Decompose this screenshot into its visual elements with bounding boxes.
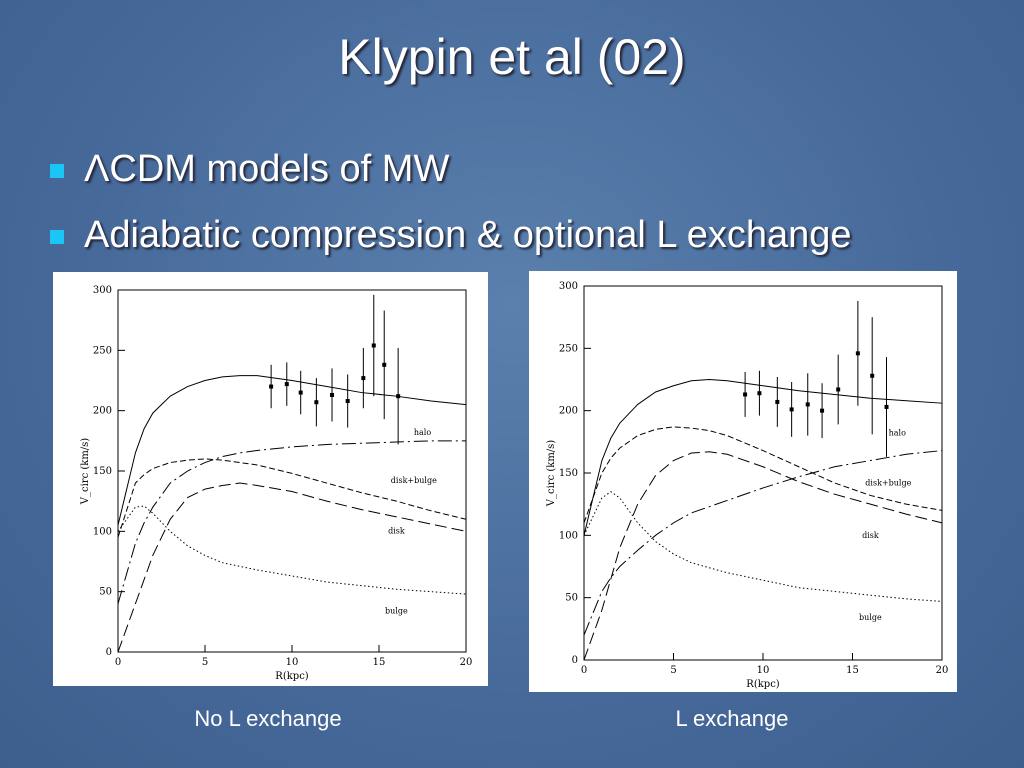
curve	[117, 440, 466, 604]
curve	[117, 482, 467, 653]
x-tick-label: 0	[581, 665, 587, 676]
data-point	[396, 394, 401, 399]
curve-label: bulge	[385, 606, 408, 615]
bullet: ΛCDM models of MW	[50, 148, 449, 191]
curve	[583, 451, 943, 661]
data-point	[836, 387, 841, 392]
y-tick-label: 0	[572, 655, 578, 666]
data-point	[371, 343, 376, 348]
data-point	[269, 384, 274, 389]
data-point	[361, 376, 366, 381]
curve	[583, 450, 943, 636]
curve	[117, 375, 467, 526]
data-point	[789, 407, 794, 412]
x-tick-label: 20	[460, 657, 473, 668]
x-tick-label: 5	[670, 665, 676, 676]
curve	[583, 426, 943, 524]
data-point	[743, 392, 748, 397]
y-axis-label: V_circ (km/s)	[80, 438, 91, 506]
y-tick-label: 150	[93, 466, 112, 477]
y-tick-label: 200	[559, 406, 578, 417]
y-tick-label: 100	[559, 530, 578, 541]
y-tick-label: 200	[93, 406, 112, 417]
y-tick-label: 300	[559, 281, 578, 292]
x-tick-label: 15	[373, 657, 386, 668]
x-axis-label: R(kpc)	[275, 671, 308, 682]
y-tick-label: 50	[99, 587, 112, 598]
data-point	[757, 391, 762, 396]
data-point	[314, 400, 319, 405]
curve	[583, 491, 943, 602]
x-tick-label: 20	[936, 665, 949, 676]
data-point	[345, 399, 350, 404]
data-point	[884, 404, 889, 409]
data-point	[855, 351, 860, 356]
curve	[583, 378, 943, 536]
curve-label: halo	[889, 429, 906, 438]
y-tick-label: 250	[559, 343, 578, 354]
x-tick-label: 5	[202, 657, 208, 668]
x-tick-label: 10	[286, 657, 299, 668]
x-axis-label: R(kpc)	[746, 679, 779, 690]
bullet: Adiabatic compression & optional L excha…	[50, 214, 852, 257]
curve-label: halo	[414, 428, 431, 437]
data-point	[775, 399, 780, 404]
y-tick-label: 50	[565, 593, 578, 604]
data-point	[870, 373, 875, 378]
x-tick-label: 15	[846, 665, 859, 676]
y-axis-label: V_circ (km/s)	[546, 440, 557, 508]
y-tick-label: 0	[106, 647, 112, 658]
data-point	[820, 408, 825, 413]
curve-label: disk+bulge	[391, 476, 437, 485]
data-point	[298, 390, 303, 395]
curve-label: disk+bulge	[865, 478, 911, 487]
curve-label: bulge	[859, 613, 882, 622]
data-point	[330, 392, 335, 397]
x-tick-label: 0	[115, 657, 121, 668]
y-tick-label: 300	[93, 285, 112, 296]
slide-title: Klypin et al (02)	[338, 29, 686, 85]
curve	[117, 505, 467, 595]
y-tick-label: 250	[93, 345, 112, 356]
caption: No L exchange	[194, 706, 342, 731]
y-tick-label: 150	[559, 468, 578, 479]
plot-frame	[583, 285, 943, 661]
curve	[117, 458, 467, 538]
y-tick-label: 100	[93, 526, 112, 537]
caption: L exchange	[675, 706, 789, 731]
data-point	[284, 382, 289, 387]
data-point	[805, 402, 810, 407]
data-point	[382, 362, 387, 367]
curve-label: disk	[388, 527, 405, 536]
x-tick-label: 10	[757, 665, 770, 676]
curve-label: disk	[862, 531, 879, 540]
plot-frame	[117, 289, 467, 653]
